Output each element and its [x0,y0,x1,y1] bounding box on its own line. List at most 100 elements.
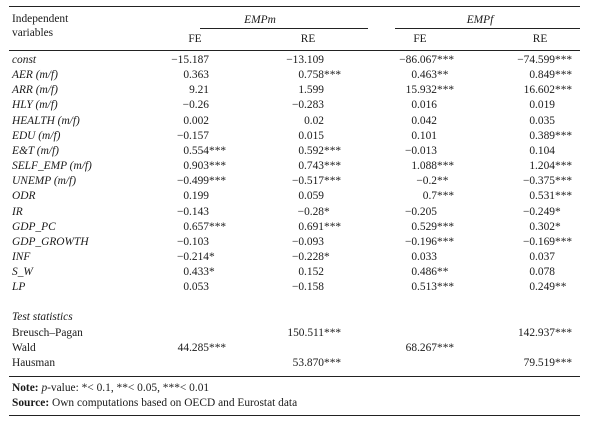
cell-empm-re: −0.283 [231,98,346,112]
cell-empm-fe: −0.26 [131,98,231,112]
significance-stars: *** [555,357,573,369]
cell-empm-fe: 0.053 [131,280,231,294]
coefficient-value: 44.285 [177,342,209,354]
row-label: HLY (m/f) [12,99,58,111]
col-header-empm-re: RE [300,33,316,45]
coefficient-value: 0.363 [183,69,209,81]
significance-stars: *** [324,175,342,187]
significance-note: Note: p-value: *< 0.1, **< 0.05, ***< 0.… [12,381,209,395]
significance-stars: *** [437,160,455,172]
coefficient-value: −0.157 [176,130,209,142]
cell-empm-re: −0.28* [231,205,346,219]
cell-empf-fe: 0.513*** [346,280,459,294]
cell-empm-fe: −0.103 [131,235,231,249]
cell-empf-re: −74.599*** [459,53,577,67]
cell-empf-re: 0.249** [459,280,577,294]
coefficient-value: 0.059 [298,190,324,202]
significance-stars: *** [324,357,342,369]
col-header-empf-re: RE [532,33,548,45]
col-header-empf-fe: FE [413,33,427,45]
cell-empf-fe: 0.033 [346,250,459,264]
coefficient-value: 0.016 [411,99,437,111]
significance-stars: *** [555,236,573,248]
significance-stars: ** [555,281,567,293]
coefficient-value: −0.375 [522,175,555,187]
source-label: Source: [12,397,50,409]
cell-empf-fe: −0.2** [346,174,459,188]
coefficient-value: 0.433 [183,266,209,278]
cell-empm-fe: −0.214* [131,250,231,264]
significance-stars: *** [437,236,455,248]
significance-stars: *** [555,54,573,66]
cell-empm-re: 0.015 [231,129,346,143]
coefficient-value: 0.042 [411,115,437,127]
significance-stars: *** [324,69,342,81]
coefficient-value: 0.531 [529,190,555,202]
coefficient-value: −0.143 [176,206,209,218]
coefficient-value: −0.283 [291,99,324,111]
coefficient-value: −0.205 [404,206,437,218]
significance-stars: *** [555,69,573,81]
significance-stars: * [555,206,561,218]
coefficient-value: 0.758 [298,69,324,81]
significance-stars: *** [437,54,455,66]
row-label: GDP_PC [12,221,56,233]
coefficient-value: 0.389 [529,130,555,142]
coefficient-value: −13.109 [286,54,324,66]
cell-empf-re: 0.849*** [459,68,577,82]
cell-empm-fe: 0.433* [131,265,231,279]
cell-empf-fe: 0.7*** [346,189,459,203]
coefficient-value: 0.691 [298,221,324,233]
group-rule-empm [200,28,368,29]
row-label: SELF_EMP (m/f) [12,160,92,172]
coefficient-value: −0.196 [404,236,437,248]
cell-empm-fe: −15.187 [131,53,231,67]
row-label: S_W [12,266,33,278]
cell-empm-fe: −0.499*** [131,174,231,188]
cell-empf-fe: −0.205 [346,205,459,219]
cell-empf-fe: 0.486** [346,265,459,279]
cell-empm-re: 0.152 [231,265,346,279]
coefficient-value: 53.870 [292,357,324,369]
cell-empf-fe: −86.067*** [346,53,459,67]
coefficient-value: 0.7 [422,190,437,202]
row-label: AER (m/f) [12,69,58,81]
significance-stars: *** [437,190,455,202]
significance-stars: * [209,251,215,263]
cell-empm-fe: −0.143 [131,205,231,219]
significance-stars: ** [437,69,449,81]
cell-empf-fe: 0.016 [346,98,459,112]
significance-stars: *** [324,145,342,157]
test-statistic-label: Hausman [12,357,56,369]
test-cell-empf-fe: 68.267*** [346,341,459,355]
cell-empf-re: 1.204*** [459,159,577,173]
coefficient-value: −15.187 [171,54,209,66]
significance-stars: *** [324,327,342,339]
coefficient-value: 1.599 [298,84,324,96]
cell-empf-re: 0.104 [459,144,577,158]
significance-stars: *** [209,342,227,354]
cell-empm-fe: 9.21 [131,83,231,97]
coefficient-value: 15.932 [405,84,437,96]
coefficient-value: 0.078 [529,266,555,278]
significance-stars: * [324,251,330,263]
significance-stars: *** [555,175,573,187]
cell-empm-re: 0.059 [231,189,346,203]
coefficient-value: 0.249 [529,281,555,293]
coefficient-value: −86.067 [399,54,437,66]
coefficient-value: 1.088 [411,160,437,172]
row-label: LP [12,281,26,293]
cell-empf-re: 0.037 [459,250,577,264]
significance-stars: *** [555,84,573,96]
cell-empm-fe: 0.554*** [131,144,231,158]
significance-stars: *** [555,130,573,142]
significance-stars: *** [209,175,227,187]
coefficient-value: 0.302 [529,221,555,233]
significance-stars: ** [437,175,449,187]
cell-empf-fe: 0.101 [346,129,459,143]
coefficient-value: −0.169 [522,236,555,248]
cell-empf-fe: 0.042 [346,114,459,128]
coefficient-value: 0.903 [183,160,209,172]
cell-empf-re: 0.389*** [459,129,577,143]
cell-empm-fe: 0.199 [131,189,231,203]
